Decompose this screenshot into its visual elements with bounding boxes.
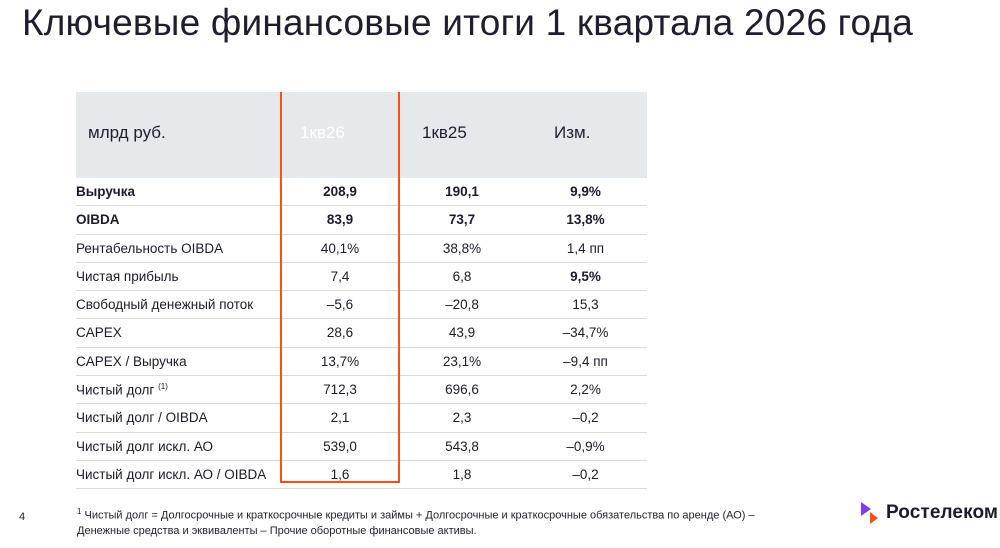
- row-label: Рентабельность OIBDA: [76, 240, 224, 256]
- row-label: OIBDA: [76, 212, 120, 228]
- cell-q1-25: 696,6: [445, 382, 479, 398]
- rostelecom-logo-icon: [861, 502, 878, 524]
- footnote-mark: (1): [158, 382, 168, 392]
- table-row: Рентабельность OIBDA 40,1% 38,8% 1,4 пп: [76, 235, 647, 263]
- table-row: Свободный денежный поток –5,6 –20,8 15,3: [76, 291, 647, 320]
- cell-q1-26: 83,9: [326, 212, 354, 228]
- row-label: Чистый долг искл. АО / OIBDA: [76, 466, 267, 482]
- table-row: Чистый долг искл. АО 539,0 543,8 –0,9%: [76, 433, 647, 461]
- table-row: CAPEX 28,6 43,9 –34,7%: [76, 319, 647, 348]
- row-label: Выручка: [76, 184, 135, 199]
- cell-change: –0,9%: [566, 438, 605, 454]
- footnote-line-2: Денежные средства и эквиваленты – Прочие…: [77, 524, 477, 537]
- cell-q1-25: 543,8: [445, 438, 479, 454]
- row-label-net-debt: Чистый долг (1): [76, 382, 168, 398]
- row-label: CAPEX / Выручка: [76, 353, 187, 369]
- header-change: Изм.: [554, 123, 591, 142]
- cell-q1-26: 40,1%: [320, 240, 360, 256]
- cell-q1-26: 712,3: [323, 382, 357, 398]
- financial-table: млрд руб. 1кв26 1кв25 Изм. Выручка 208,9…: [76, 92, 647, 490]
- header-unit: млрд руб.: [88, 123, 166, 142]
- footnote-line-1: Чистый долг = Долгосрочные и краткосрочн…: [84, 509, 755, 522]
- cell-change: 15,3: [572, 297, 599, 313]
- cell-q1-26: 28,6: [326, 325, 354, 341]
- cell-q1-26: 539,0: [323, 438, 357, 454]
- cell-q1-25: 73,7: [448, 212, 476, 228]
- cell-change: 9,9%: [570, 184, 601, 199]
- row-label: Чистый долг / OIBDA: [76, 410, 208, 426]
- row-label-text: Чистый долг: [76, 382, 155, 398]
- page-title: Ключевые финансовые итоги 1 квартала 202…: [22, 2, 914, 43]
- cell-q1-25: 23,1%: [442, 353, 482, 369]
- cell-q1-26: 13,7%: [320, 353, 360, 369]
- header-q1-25: 1кв25: [422, 123, 467, 142]
- table-header: млрд руб. 1кв26 1кв25 Изм.: [76, 92, 647, 178]
- cell-q1-25: 6,8: [452, 268, 472, 284]
- cell-q1-25: 2,3: [452, 410, 472, 426]
- cell-q1-25: –20,8: [445, 297, 479, 313]
- footnote: 1 Чистый долг = Долгосрочные и краткосро…: [77, 504, 807, 539]
- cell-change: 13,8%: [566, 212, 605, 228]
- table-row: Чистый долг искл. АО / OIBDA 1,6 1,8 –0,…: [76, 461, 647, 490]
- table-row: OIBDA 83,9 73,7 13,8%: [76, 206, 647, 235]
- cell-change: –34,7%: [562, 325, 609, 341]
- cell-change: 9,5%: [570, 268, 601, 284]
- row-label: Свободный денежный поток: [76, 297, 254, 313]
- cell-q1-25: 190,1: [445, 184, 479, 199]
- cell-q1-25: 1,8: [452, 466, 472, 482]
- cell-change: 2,2%: [570, 382, 601, 398]
- footnote-number: 1: [77, 507, 82, 516]
- table-row: Выручка 208,9 190,1 9,9%: [76, 178, 647, 207]
- table-row: CAPEX / Выручка 13,7% 23,1% –9,4 пп: [76, 348, 647, 377]
- table-row: Чистый долг (1) 712,3 696,6 2,2%: [76, 376, 647, 405]
- table-row: Чистый долг / OIBDA 2,1 2,3 –0,2: [76, 404, 647, 433]
- rostelecom-logo: Ростелеком: [858, 500, 998, 526]
- row-label: Чистая прибыль: [76, 268, 179, 284]
- row-label: CAPEX: [76, 325, 122, 341]
- cell-q1-25: 43,9: [448, 325, 476, 341]
- cell-change: 1,4 пп: [566, 240, 605, 256]
- cell-q1-26: 1,6: [330, 466, 350, 482]
- header-q1-26: 1кв26: [300, 123, 345, 142]
- cell-q1-26: –5,6: [326, 297, 354, 313]
- cell-change: –9,4 пп: [563, 353, 608, 369]
- cell-q1-26: 2,1: [330, 410, 350, 426]
- table-row: Чистая прибыль 7,4 6,8 9,5%: [76, 263, 647, 292]
- cell-change: –0,2: [572, 410, 599, 426]
- cell-q1-25: 38,8%: [442, 240, 482, 256]
- cell-q1-26: 7,4: [330, 268, 350, 284]
- row-label: Чистый долг искл. АО: [76, 438, 214, 454]
- cell-change: –0,2: [572, 466, 599, 482]
- page-number: 4: [19, 511, 26, 523]
- logo-text: Ростелеком: [886, 502, 999, 523]
- cell-q1-26: 208,9: [323, 184, 357, 199]
